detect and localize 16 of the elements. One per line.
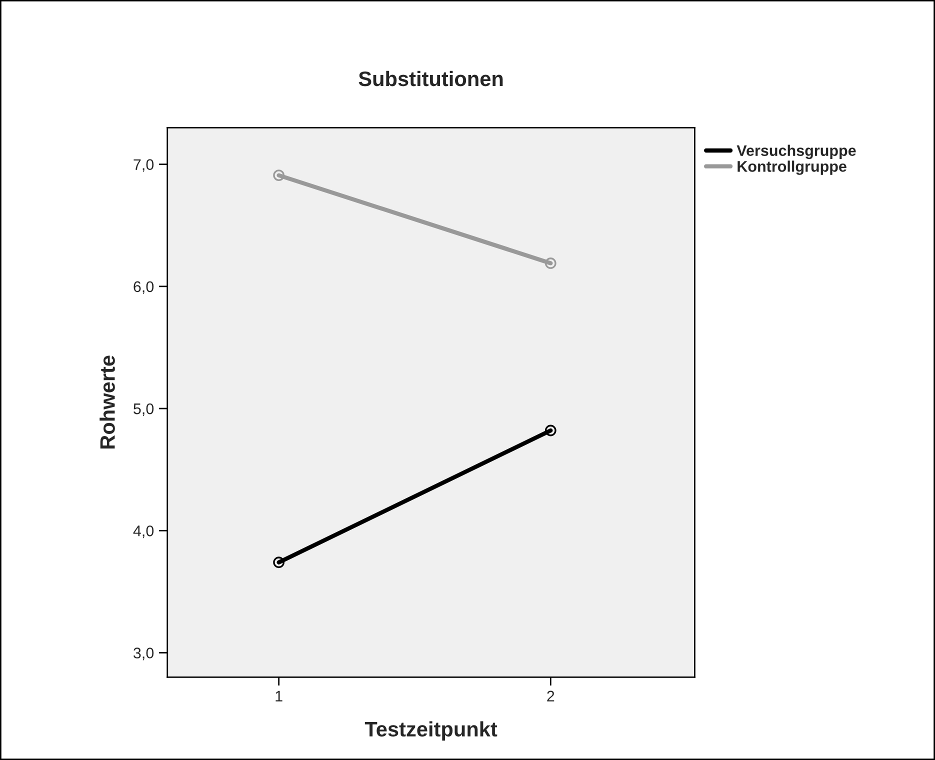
y-axis-title: Rohwerte [100, 356, 115, 448]
point [544, 258, 556, 269]
x-axis-title: Testzeitpunkt [364, 721, 498, 741]
y-tick-label: 3,0 [134, 648, 154, 660]
x-tick-label: 1 [276, 690, 282, 702]
legend-label: Versuchsgruppe [736, 144, 856, 160]
y-tick-label: 5,0 [134, 403, 154, 416]
y-tick-label: 6,0 [134, 281, 154, 294]
point [544, 424, 556, 436]
chart-title: Substitutionen [358, 70, 503, 86]
point [273, 170, 285, 181]
y-tick-label: 7,0 [134, 159, 154, 172]
legend-label: Kontrollgruppe [738, 160, 846, 175]
point [273, 556, 285, 568]
x-tick-label: 2 [547, 690, 554, 702]
y-tick-label: 4,0 [133, 526, 154, 538]
